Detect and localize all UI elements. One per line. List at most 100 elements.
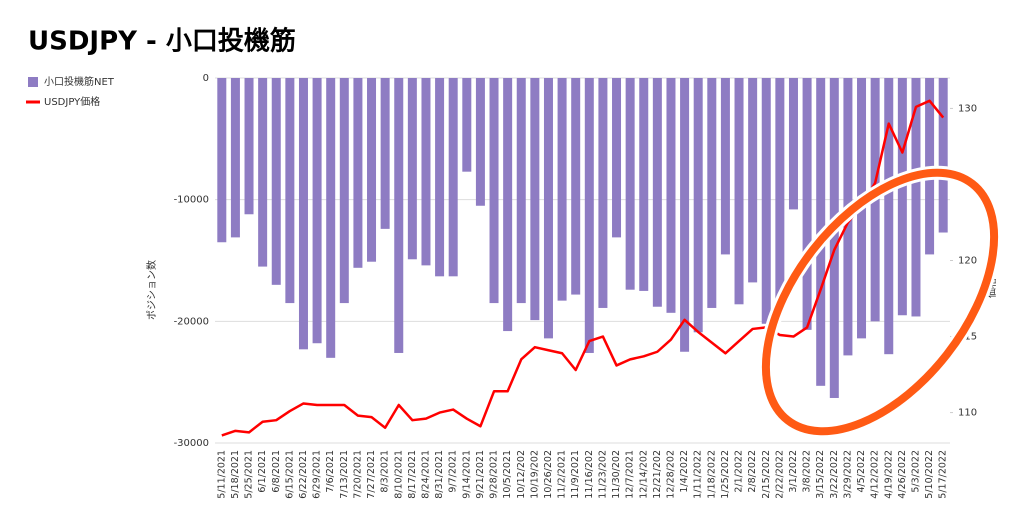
x-tick-label: 9/7/2021 [448,450,459,493]
bar [938,78,948,233]
bar [285,78,295,304]
bar [557,78,567,301]
legend-label: 小口投機筋NET [44,75,115,88]
bar [353,78,363,268]
bar [598,78,608,308]
chart-title: USDJPY - 小口投機筋 [28,26,296,57]
x-tick-label: 11/9/2021 [570,450,581,499]
bar [897,78,907,316]
bar [217,78,227,243]
x-tick-label: 1/11/2022 [693,450,704,499]
x-tick-label: 6/1/2021 [257,450,268,493]
x-tick-label: 7/27/2021 [366,450,377,499]
bar [788,78,798,210]
line [221,99,945,437]
bar [652,78,662,307]
x-tick-label: 5/11/2021 [216,450,227,499]
bar [761,78,771,324]
bar [407,78,417,260]
bar [802,78,812,330]
bar [639,78,649,291]
bar [462,78,472,172]
x-tick-label: 11/30/202 [611,450,622,499]
x-tick-label: 12/7/2021 [625,450,636,499]
bar [707,78,717,308]
x-tick-label: 5/10/2022 [924,450,935,499]
bar [394,78,404,353]
x-tick-label: 5/18/2021 [230,450,241,499]
y-axis-label: ポジション数 [145,260,158,320]
x-tick-label: 12/14/202 [638,450,649,499]
x-tick-label: 3/15/2022 [815,450,826,499]
x-tick-label: 11/23/202 [597,450,608,499]
bar [884,78,894,355]
annotation-ellipse [761,168,999,436]
x-tick-label: 8/3/2021 [380,450,391,493]
x-tick-label: 11/16/202 [584,450,595,499]
x-tick-label: 5/3/2022 [910,450,921,493]
bar [693,78,703,333]
x-tick-label: 9/28/2021 [489,450,500,499]
x-tick-label: 6/8/2021 [271,450,282,493]
bar [720,78,730,255]
bar [584,78,594,353]
x-tick-label: 10/12/202 [516,450,527,499]
x-tick-label: 4/26/2022 [897,450,908,499]
bar [734,78,744,305]
bar [571,78,581,295]
legend-label: USDJPY価格 [44,95,100,108]
x-tick-label: 8/31/2021 [434,450,445,499]
x-tick-label: 10/26/202 [543,450,554,499]
bar [298,78,308,350]
y-tick-label: -20000 [174,316,209,327]
x-tick-label: 8/17/2021 [407,450,418,499]
x-tick-label: 12/28/202 [665,450,676,499]
bar [612,78,622,238]
x-tick-label: 3/22/2022 [829,450,840,499]
bar [911,78,921,317]
x-tick-label: 4/19/2022 [883,450,894,499]
x-tick-label: 7/13/2021 [339,450,350,499]
y-tick-label: 0 [203,73,209,84]
x-tick-label: 6/15/2021 [284,450,295,499]
y2-tick-label: 130 [958,103,977,114]
bar [339,78,349,304]
x-tick-label: 6/22/2021 [298,450,309,499]
x-tick-label: 8/24/2021 [420,450,431,499]
x-tick-label: 8/10/2021 [393,450,404,499]
x-tick-label: 7/6/2021 [325,450,336,493]
bar [775,78,785,312]
x-tick-label: 4/12/2022 [870,450,881,499]
x-tick-label: 5/17/2022 [938,450,949,499]
x-tick-label: 6/29/2021 [312,450,323,499]
x-tick-label: 10/19/202 [529,450,540,499]
bar [530,78,540,321]
legend-swatch [28,77,38,87]
x-tick-label: 1/25/2022 [720,450,731,499]
x-tick-label: 2/8/2022 [747,450,758,493]
bar [448,78,458,277]
bar [326,78,336,358]
x-tick-label: 3/1/2022 [788,450,799,493]
bar [516,78,526,304]
bar [666,78,676,313]
x-tick-label: 3/29/2022 [842,450,853,499]
bar [748,78,758,283]
bar [421,78,431,266]
bar [475,78,485,206]
x-tick-label: 1/18/2022 [706,450,717,499]
x-tick-label: 5/25/2021 [244,450,255,499]
bar [312,78,322,344]
bar [543,78,553,339]
x-tick-label: 9/21/2021 [475,450,486,499]
x-tick-label: 2/22/2022 [774,450,785,499]
x-tick-label: 4/5/2022 [856,450,867,493]
bar [271,78,281,285]
x-tick-label: 2/1/2022 [734,450,745,493]
bar [380,78,390,229]
bar [367,78,377,262]
y-tick-label: -30000 [174,438,209,449]
x-tick-label: 7/20/2021 [352,450,363,499]
